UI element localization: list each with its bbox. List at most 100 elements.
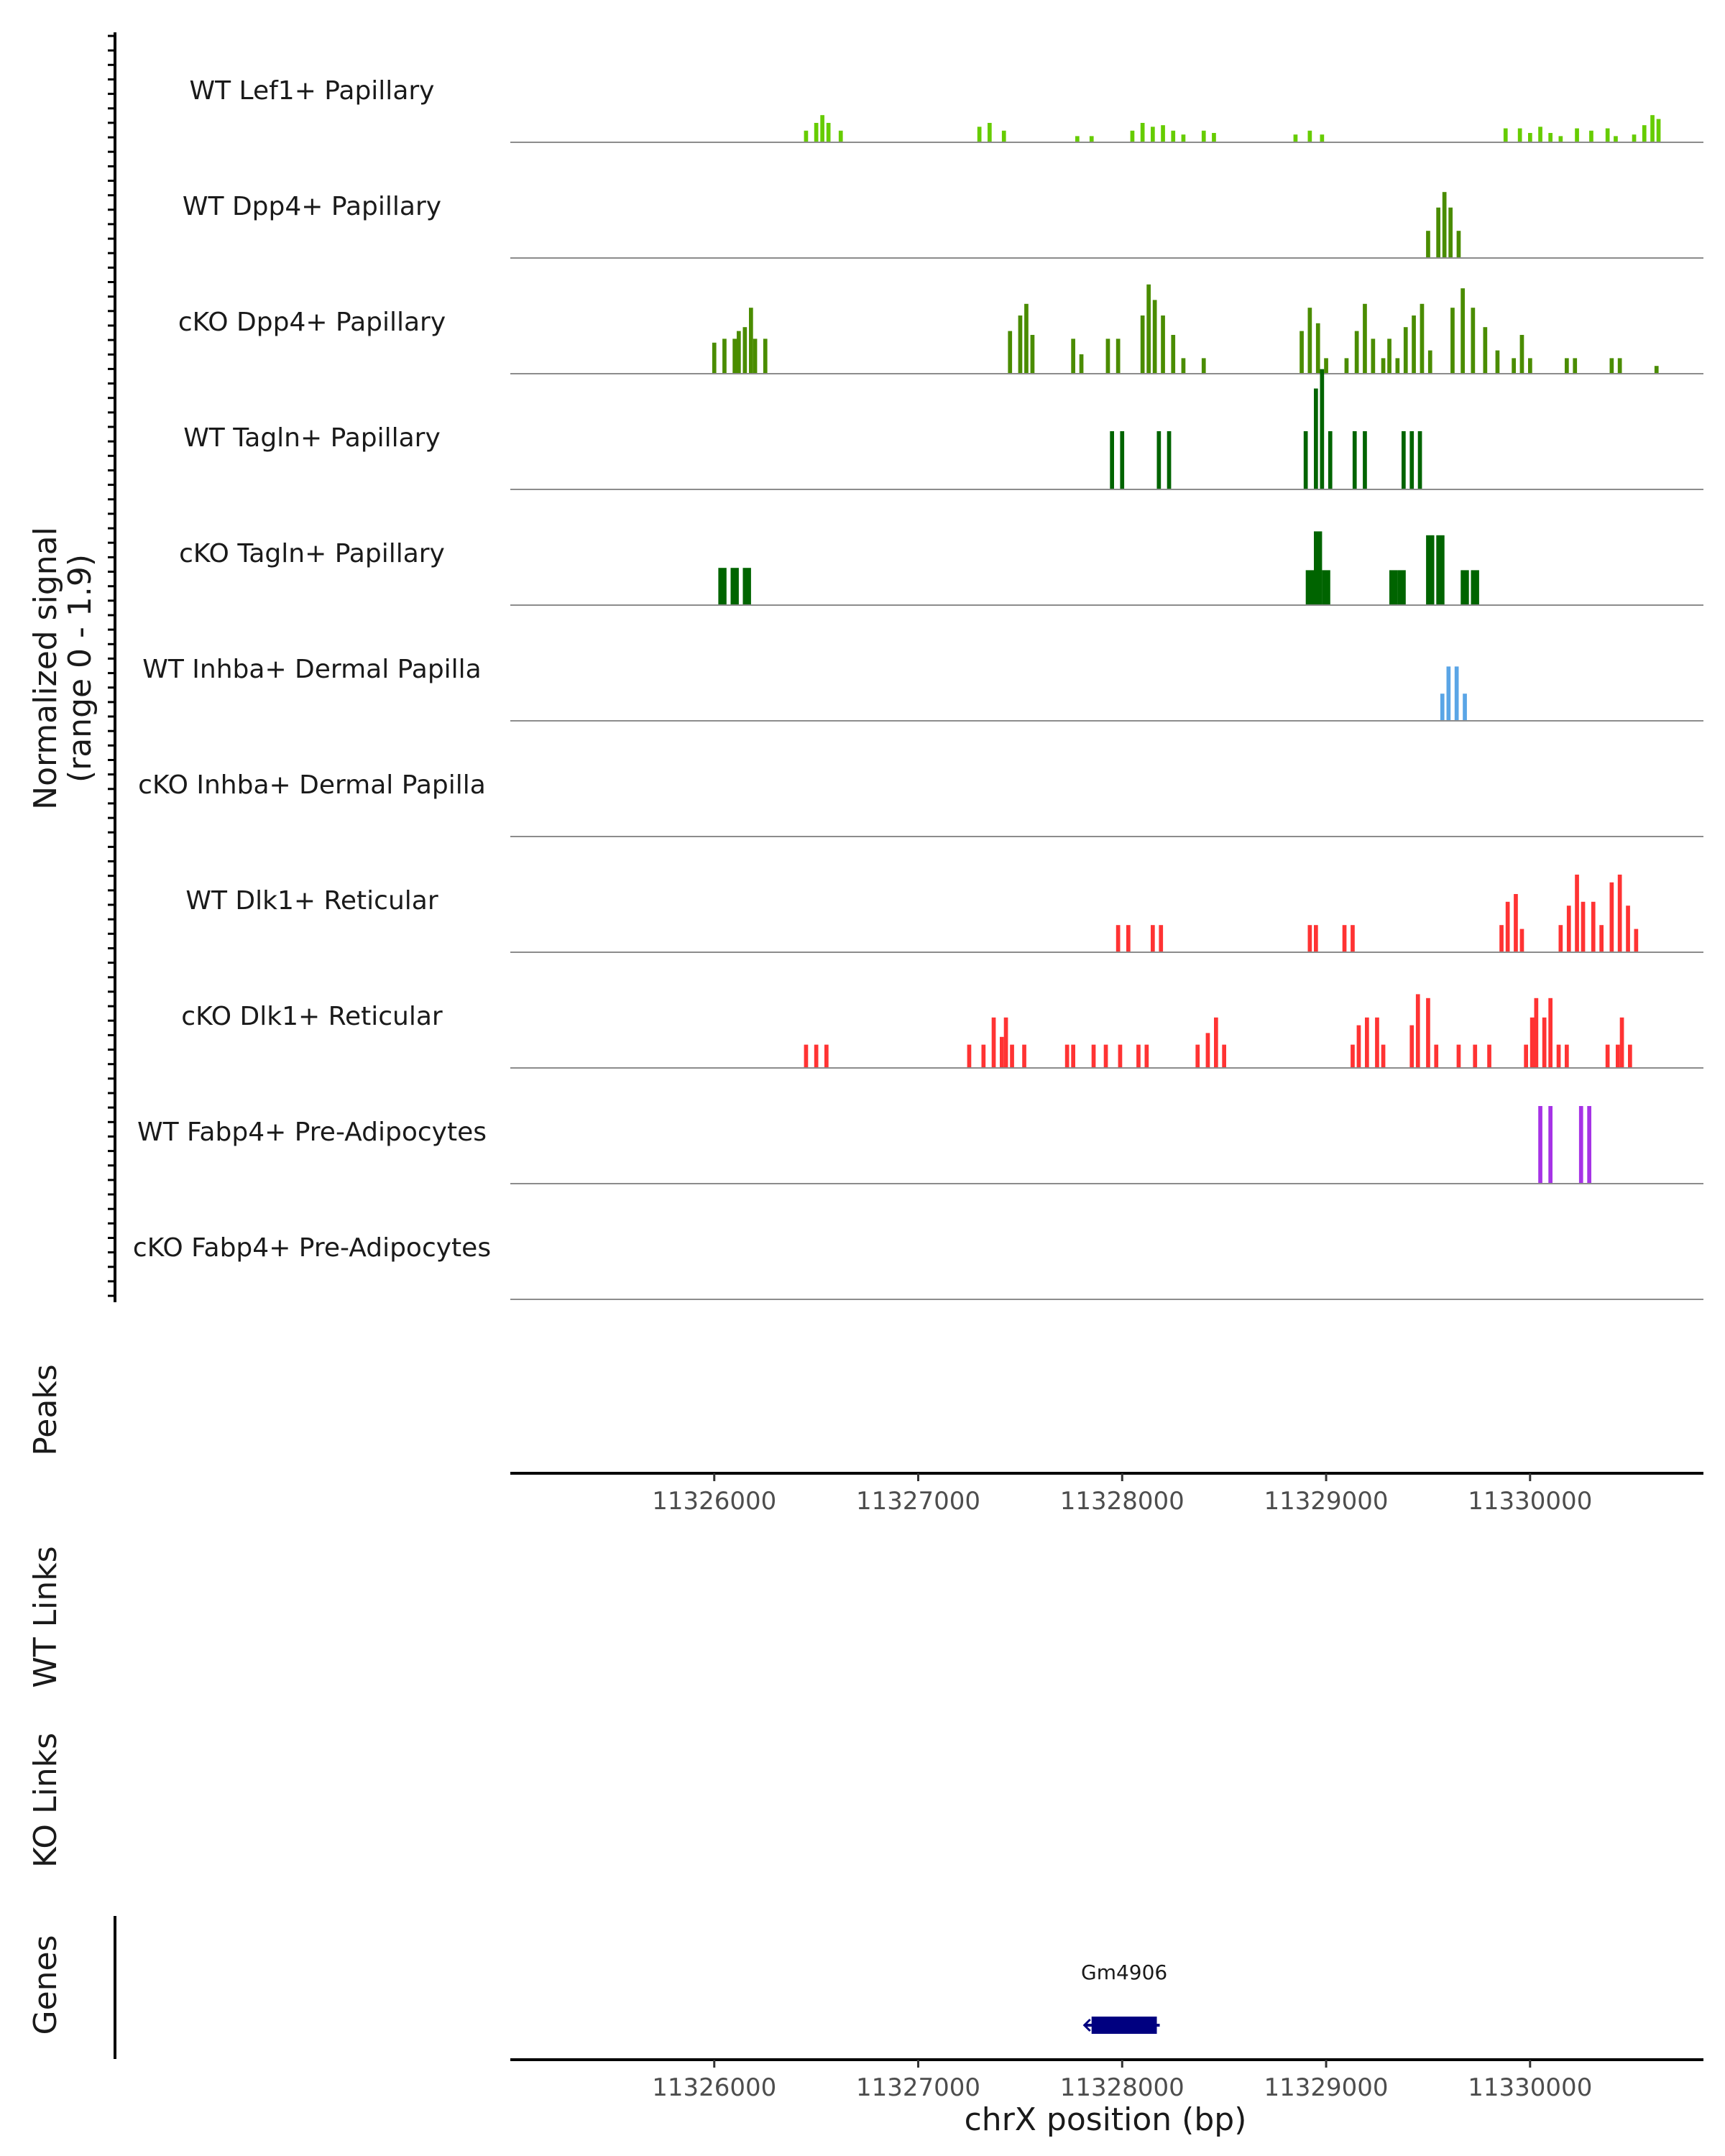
signal-bin	[1654, 366, 1659, 374]
signal-bin	[1105, 338, 1110, 374]
signal-bin	[991, 1017, 996, 1068]
signal-bin	[1151, 126, 1155, 142]
signal-bin	[826, 123, 831, 142]
signal-bin	[814, 1044, 819, 1068]
signal-bin	[1389, 570, 1398, 605]
track-label: cKO Inhba+ Dermal Papilla	[138, 770, 486, 800]
track-cko-dlk1-reticular: cKO Dlk1+ Reticular	[181, 994, 1703, 1069]
signal-bin	[1412, 315, 1416, 374]
signal-bin	[1356, 1025, 1361, 1068]
wt-links-label: WT Links	[27, 1546, 64, 1687]
x-tick-label: 11330000	[1468, 1487, 1592, 1516]
signal-bin	[1387, 338, 1392, 374]
signal-bin	[1415, 994, 1420, 1068]
signal-bin	[1212, 133, 1216, 142]
signal-bin	[1000, 1036, 1004, 1068]
signal-bin	[1548, 133, 1552, 142]
signal-bin	[1503, 128, 1508, 142]
track-label: cKO Dpp4+ Papillary	[178, 308, 446, 337]
signal-bin	[1320, 134, 1325, 142]
track-cko-inhba-dermal-papilla: cKO Inhba+ Dermal Papilla	[138, 770, 1703, 837]
signal-bin	[1575, 128, 1579, 142]
signal-bin	[1614, 136, 1618, 142]
track-wt-dpp4-papillary: WT Dpp4+ Papillary	[183, 192, 1703, 259]
signal-bin	[1581, 901, 1586, 952]
signal-bin	[1442, 192, 1447, 258]
signal-bin	[1565, 358, 1569, 374]
gene-gm4906: Gm4906	[1081, 1961, 1167, 2034]
signal-bin	[1075, 136, 1080, 142]
signal-bin	[1328, 431, 1333, 489]
signal-bin	[1024, 303, 1029, 374]
signal-bin	[1619, 1017, 1624, 1068]
signal-bin	[1214, 1017, 1218, 1068]
signal-bin	[1342, 925, 1347, 952]
signal-bin	[1460, 288, 1465, 374]
signal-bin	[1634, 929, 1639, 952]
signal-bin	[1120, 431, 1125, 489]
x-tick-label: 11326000	[652, 1487, 776, 1516]
signal-bin	[1534, 998, 1539, 1068]
track-label: cKO Dlk1+ Reticular	[181, 1002, 443, 1031]
signal-bin	[1064, 1044, 1070, 1068]
signal-bin	[1371, 338, 1376, 374]
signal-bin	[1463, 694, 1467, 721]
signal-bin	[722, 338, 727, 374]
signal-bin	[753, 338, 758, 374]
track-cko-tagln-papillary: cKO Tagln+ Papillary	[179, 531, 1703, 606]
signal-bin	[1071, 1044, 1075, 1068]
x-tick-label: 11327000	[856, 2073, 980, 2102]
signal-bin	[1136, 1044, 1141, 1068]
signal-bin	[1656, 119, 1661, 142]
signal-bin	[1403, 327, 1408, 374]
signal-bin	[1324, 358, 1328, 374]
signal-bin	[1140, 315, 1145, 374]
signal-bin	[732, 338, 737, 374]
ko-links-label: KO Links	[27, 1733, 64, 1868]
signal-bin	[1565, 1044, 1569, 1068]
signal-bin	[1548, 1106, 1552, 1184]
y-axis-subtitle: (range 0 - 1.9)	[62, 554, 98, 783]
signal-bin	[1632, 134, 1637, 142]
signal-bin	[1528, 358, 1532, 374]
signal-bin	[1548, 998, 1552, 1068]
genes-x-axis-ticks: 11326000 11327000 11328000 11329000 11330000	[652, 2060, 1592, 2102]
signal-bin	[1344, 358, 1349, 374]
signal-bin	[1307, 308, 1312, 374]
signal-bin	[1558, 136, 1563, 142]
signal-bin	[1103, 1044, 1108, 1068]
genes-label: Genes	[27, 1935, 64, 2035]
signal-bin	[1171, 335, 1176, 374]
signal-bin	[1578, 1106, 1583, 1184]
track-wt-dlk1-reticular: WT Dlk1+ Reticular	[185, 875, 1703, 953]
signal-bin	[1471, 570, 1479, 605]
track-wt-tagln-papillary: WT Tagln+ Papillary	[183, 369, 1703, 490]
signal-bin	[1426, 231, 1430, 258]
signal-bin	[1609, 882, 1614, 952]
signal-bin	[1446, 666, 1451, 721]
signal-bin	[1524, 1044, 1528, 1068]
signal-bin	[1628, 1044, 1632, 1068]
track-wt-inhba-dermal-papilla: WT Inhba+ Dermal Papilla	[142, 655, 1703, 722]
track-label: cKO Fabp4+ Pre-Adipocytes	[133, 1233, 491, 1263]
signal-bin	[1351, 1044, 1355, 1068]
signal-bin	[730, 568, 739, 605]
signal-bin	[1300, 331, 1304, 374]
signal-bin	[1450, 308, 1455, 374]
coverage-tracks: WT Lef1+ Papillary WT Dpp4+ Papillary cKO …	[133, 76, 1703, 1300]
signal-bin	[1293, 134, 1298, 142]
signal-bin	[804, 130, 809, 142]
signal-bin	[1556, 1044, 1561, 1068]
signal-bin	[1589, 130, 1593, 142]
signal-bin	[1008, 331, 1013, 374]
signal-bin	[1205, 1033, 1210, 1068]
signal-bin	[1538, 1106, 1542, 1184]
signal-bin	[1222, 1044, 1226, 1068]
signal-bin	[1001, 130, 1006, 142]
signal-bin	[824, 1044, 829, 1068]
gene-annotations: Gm4906	[1081, 1961, 1167, 2034]
signal-bin	[1151, 925, 1155, 952]
signal-bin	[1003, 1017, 1008, 1068]
signal-bin	[1426, 998, 1430, 1068]
